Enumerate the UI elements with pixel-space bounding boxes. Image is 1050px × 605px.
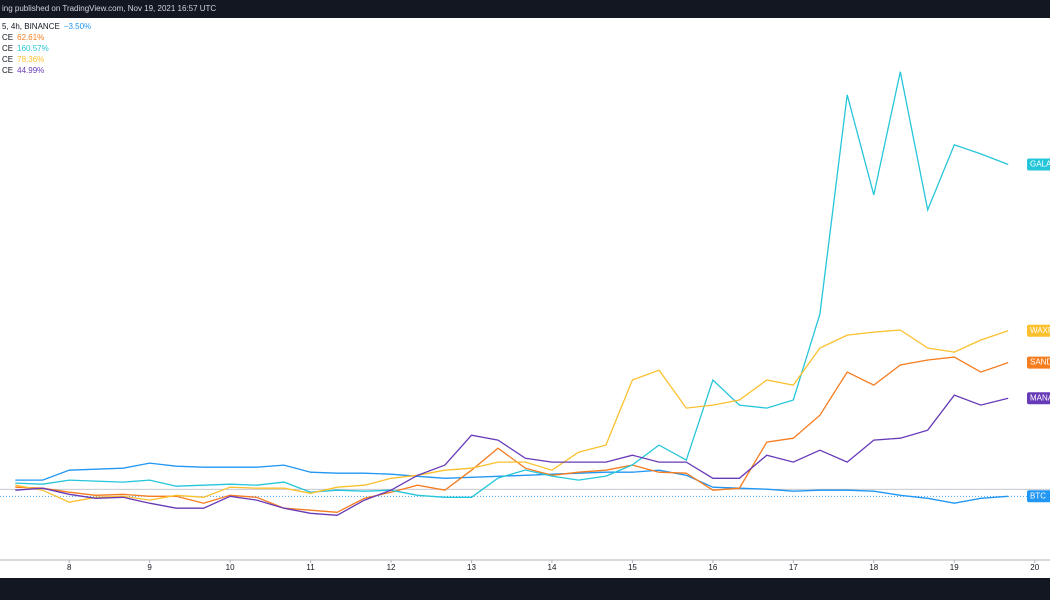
top-bar bbox=[0, 0, 1050, 18]
x-tick-label: 15 bbox=[628, 563, 637, 572]
series-name: BTC bbox=[1030, 491, 1046, 500]
legend-label: 5, 4h, BINANCE bbox=[2, 22, 60, 31]
legend-label: CE bbox=[2, 33, 13, 42]
bottom-bar bbox=[0, 578, 1050, 600]
x-tick-label: 18 bbox=[869, 563, 878, 572]
x-tick-label: 14 bbox=[548, 563, 557, 572]
legend-label: CE bbox=[2, 55, 13, 64]
x-tick-label: 12 bbox=[387, 563, 396, 572]
legend-change: 78.36% bbox=[17, 55, 44, 64]
legend-label: CE bbox=[2, 66, 13, 75]
x-tick-label: 20 bbox=[1030, 563, 1039, 572]
x-tick-label: 9 bbox=[147, 563, 152, 572]
series-name: GALA bbox=[1030, 160, 1050, 169]
legend-change: 62.61% bbox=[17, 33, 44, 42]
series-tag bbox=[1027, 490, 1050, 503]
series-tag bbox=[1027, 158, 1050, 171]
series-tag bbox=[1027, 356, 1050, 369]
series-tag bbox=[1027, 392, 1050, 405]
series-line bbox=[15, 462, 1009, 504]
legend-label: CE bbox=[2, 44, 13, 53]
series-line bbox=[15, 356, 1009, 513]
legend-change: −3.50% bbox=[64, 22, 91, 31]
x-tick-label: 8 bbox=[67, 563, 72, 572]
series-name: MANA bbox=[1030, 393, 1050, 402]
header-title: ing published on TradingView.com, Nov 19… bbox=[2, 4, 216, 13]
series-name: SAND bbox=[1030, 358, 1050, 367]
x-tick-label: 16 bbox=[708, 563, 717, 572]
x-tick-label: 19 bbox=[950, 563, 959, 572]
series-line bbox=[15, 394, 1009, 516]
x-tick-label: 11 bbox=[306, 563, 315, 572]
legend-change: 160.57% bbox=[17, 44, 49, 53]
series-tag bbox=[1027, 324, 1050, 337]
legend-change: 44.99% bbox=[17, 66, 44, 75]
x-tick-label: 10 bbox=[226, 563, 235, 572]
series-line bbox=[15, 329, 1009, 503]
series-line bbox=[15, 71, 1009, 498]
x-tick-label: 13 bbox=[467, 563, 476, 572]
x-tick-label: 17 bbox=[789, 563, 798, 572]
series-name: WAXP bbox=[1030, 326, 1050, 335]
